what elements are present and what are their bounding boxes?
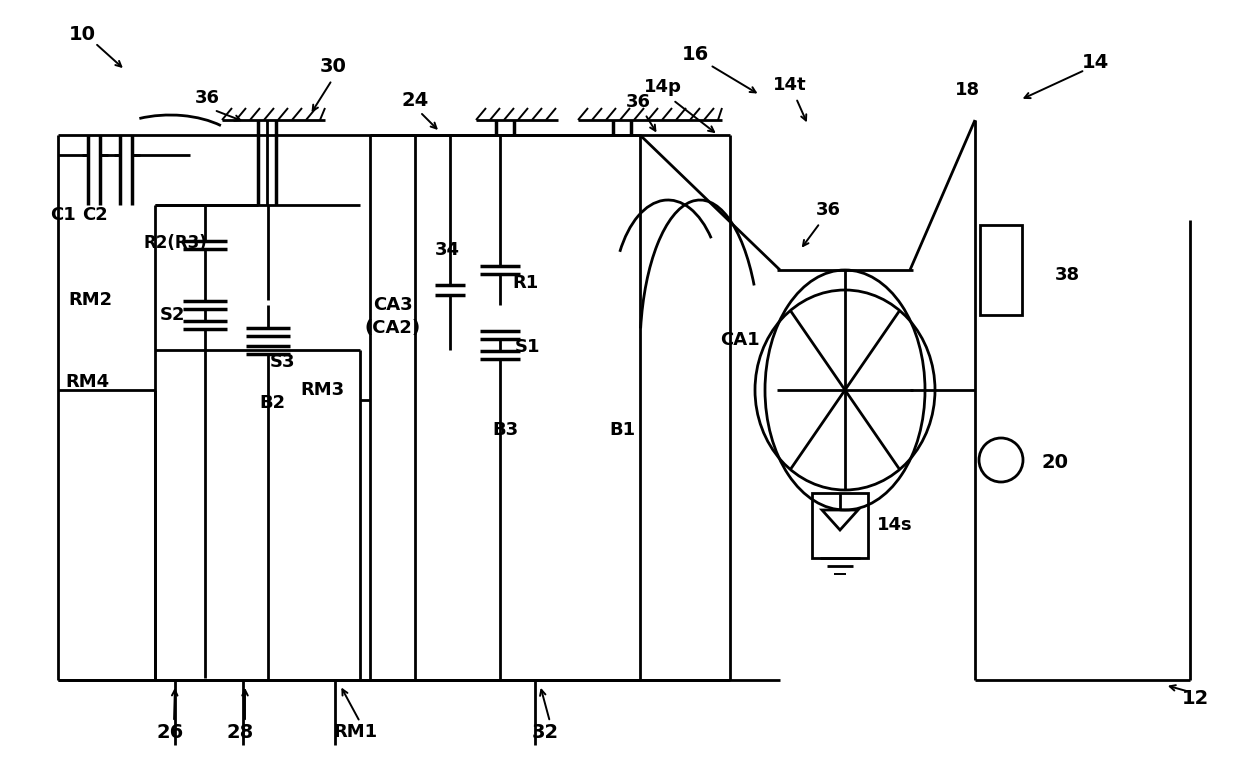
- Text: 10: 10: [68, 26, 95, 44]
- Bar: [980, 225, 1022, 315]
- Text: 14p: 14p: [644, 78, 682, 96]
- Text: R1: R1: [512, 274, 538, 292]
- Text: CA1: CA1: [720, 331, 760, 349]
- Text: B3: B3: [492, 421, 518, 439]
- Text: RM4: RM4: [64, 373, 109, 391]
- Text: 36: 36: [625, 93, 651, 111]
- Text: 30: 30: [320, 58, 346, 76]
- Text: B1: B1: [609, 421, 635, 439]
- Text: RM3: RM3: [300, 381, 345, 399]
- Text: 26: 26: [156, 722, 184, 742]
- Text: S3: S3: [270, 353, 295, 371]
- Text: S1: S1: [516, 338, 541, 356]
- Text: 16: 16: [681, 44, 708, 63]
- Text: 34: 34: [435, 241, 460, 259]
- Text: 36: 36: [195, 89, 219, 107]
- Text: C2: C2: [82, 206, 108, 224]
- Text: 20: 20: [1042, 452, 1069, 471]
- Text: 14s: 14s: [877, 516, 913, 534]
- Text: 14t: 14t: [774, 76, 807, 94]
- Text: 32: 32: [532, 722, 558, 742]
- Text: 38: 38: [1055, 266, 1080, 284]
- Text: CA3: CA3: [373, 296, 413, 314]
- Text: B2: B2: [259, 394, 285, 412]
- Bar: [812, 493, 868, 558]
- Text: 18: 18: [955, 81, 980, 99]
- Text: RM2: RM2: [68, 291, 112, 309]
- Text: 28: 28: [227, 722, 254, 742]
- Text: 14: 14: [1081, 52, 1109, 72]
- Text: 36: 36: [816, 201, 841, 219]
- Text: S2: S2: [160, 306, 186, 324]
- Text: RM1: RM1: [332, 723, 377, 741]
- Text: C1: C1: [50, 206, 76, 224]
- Text: 24: 24: [402, 90, 429, 109]
- Text: R2(R3): R2(R3): [143, 234, 207, 252]
- Text: 12: 12: [1182, 689, 1209, 707]
- Text: (CA2): (CA2): [365, 319, 422, 337]
